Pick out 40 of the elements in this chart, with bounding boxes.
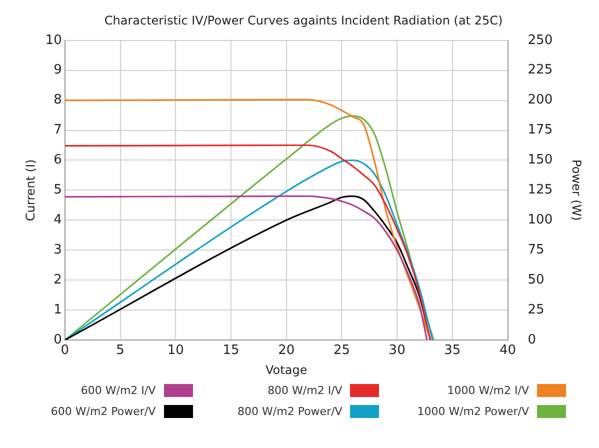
y2-tick-label: 125: [528, 182, 553, 198]
x-tick-label: 5: [116, 343, 124, 358]
y-tick-label: 5: [54, 182, 62, 198]
y-tick-label: 9: [54, 62, 62, 78]
y2-tick-label: 225: [528, 62, 553, 78]
x-tick-label: 20: [278, 343, 295, 358]
y2-tick-label: 175: [528, 122, 553, 138]
x-axis-title: Votage: [266, 362, 308, 377]
y-tick-label: 4: [54, 212, 62, 228]
legend-label: 1000 W/m2 I/V: [447, 384, 529, 397]
y-tick-label: 10: [45, 32, 62, 48]
y-tick-label: 0: [54, 332, 62, 348]
y-tick-label: 6: [54, 152, 62, 168]
y-tick-label: 2: [54, 272, 62, 288]
y2-tick-label: 0: [528, 332, 536, 348]
y-tick-label: 3: [54, 242, 62, 258]
y2-tick-label: 200: [528, 92, 553, 108]
x-tick-label: 15: [222, 343, 240, 358]
legend-label: 800 W/m2 Power/V: [238, 405, 342, 418]
y2-tick-label: 250: [528, 32, 553, 48]
y2-tick-label: 25: [528, 302, 544, 318]
legend-label: 1000 W/m2 Power/V: [417, 405, 529, 418]
x-tick-label: 30: [388, 343, 406, 358]
y2-tick-label: 100: [528, 212, 553, 228]
chart-title: Characteristic IV/Power Curves againts Incident Radiation (at 25C): [104, 13, 503, 28]
y2-axis-title: Power (W): [570, 160, 584, 221]
legend-label: 800 W/m2 I/V: [268, 384, 342, 397]
y2-tick-label: 50: [528, 272, 544, 288]
y-tick-label: 8: [54, 92, 62, 108]
y-axis-title: Current (I): [23, 159, 38, 222]
x-tick-label: 40: [500, 343, 516, 358]
legend-label: 600 W/m2 Power/V: [50, 405, 156, 418]
y2-tick-label: 150: [528, 152, 553, 168]
x-tick-label: 10: [167, 343, 184, 358]
y2-tick-label: 75: [528, 242, 544, 258]
y-tick-label: 7: [54, 122, 62, 138]
x-tick-label: 35: [444, 343, 461, 358]
x-tick-label: 25: [333, 343, 350, 358]
y-tick-label: 1: [54, 302, 62, 318]
legend-label: 600 W/m2 I/V: [80, 384, 156, 397]
